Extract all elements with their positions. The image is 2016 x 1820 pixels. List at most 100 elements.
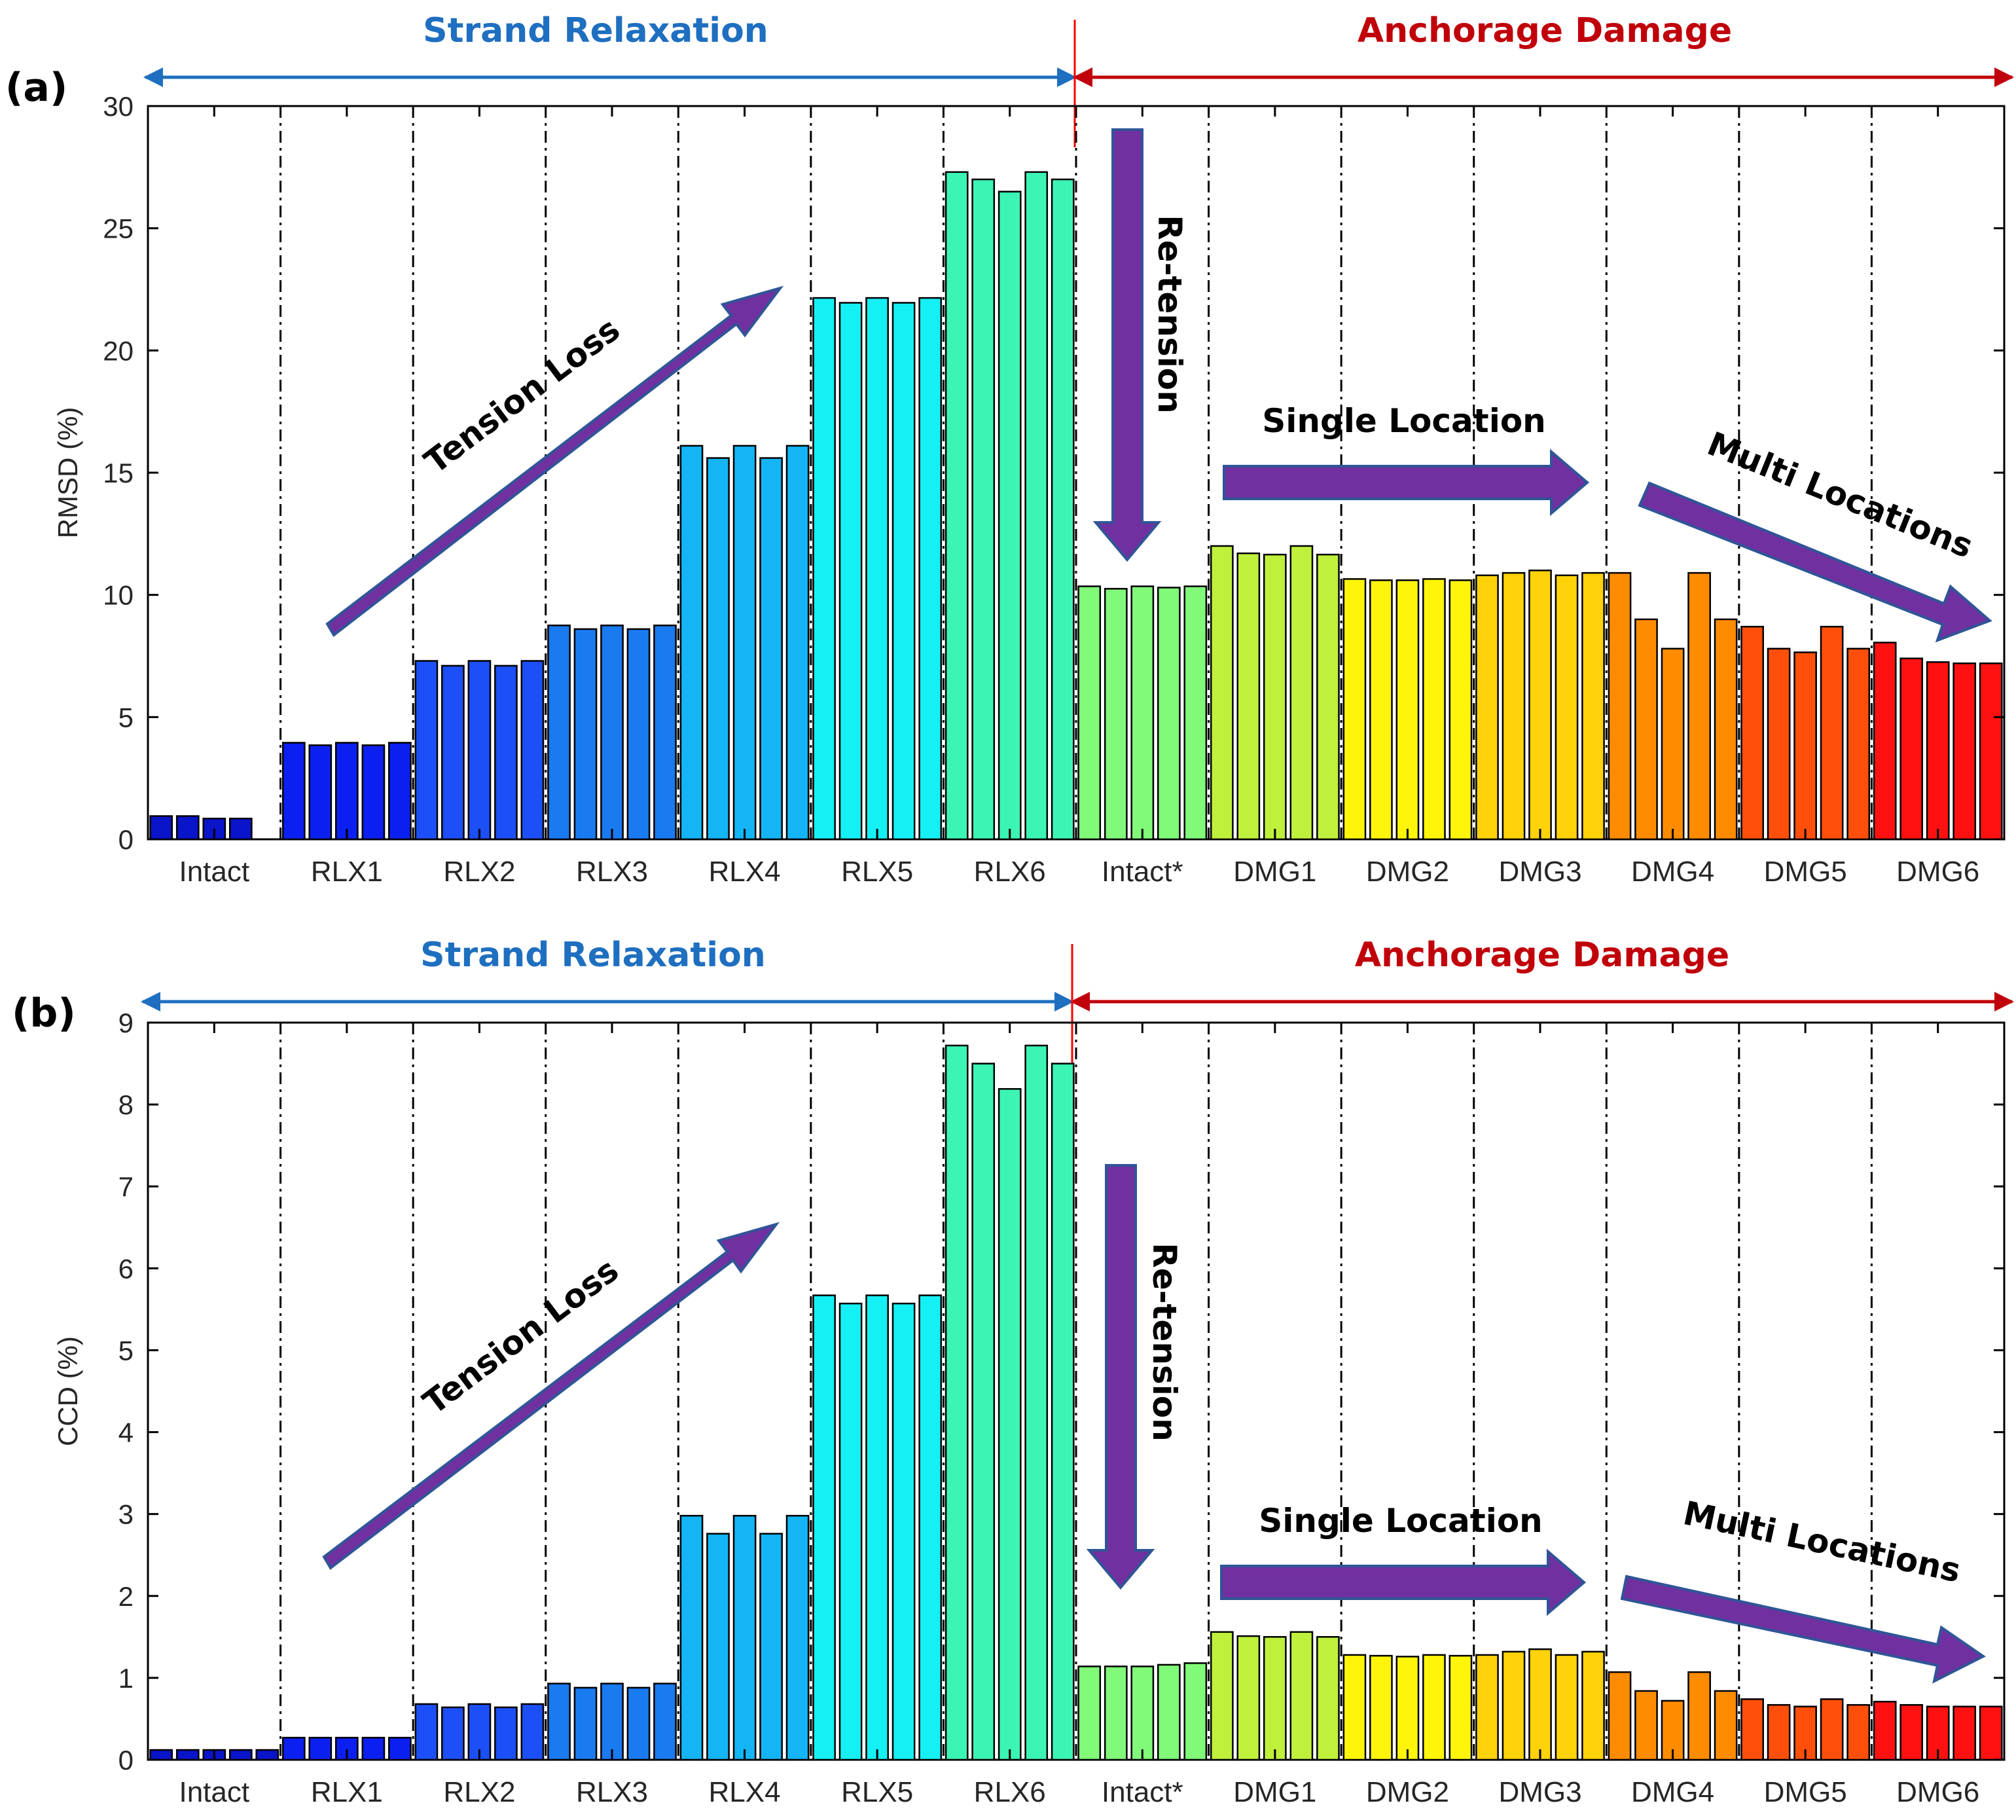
panel-a-strand-relaxation-title: Strand Relaxation — [423, 11, 768, 50]
b-x-tick-label-intactstar: Intact* — [1102, 1776, 1183, 1808]
a-bar-dmg5-5 — [1846, 647, 1871, 841]
b-x-tick-label-dmg6: DMG6 — [1896, 1776, 1979, 1808]
b-bar-dmg4-1 — [1608, 1671, 1632, 1761]
a-bar-dmg2-2 — [1369, 579, 1393, 841]
a-bar-rlx1-1 — [281, 742, 306, 841]
a-bar-dmg5-3 — [1793, 651, 1817, 841]
a-bar-dmg1-2 — [1236, 552, 1261, 841]
b-bar-dmg6-1 — [1873, 1700, 1897, 1761]
panel-a-anchorage-damage-title: Anchorage Damage — [1358, 11, 1732, 50]
panel-b-multi-locations-label: Multi Locations — [1680, 1494, 1964, 1590]
b-bar-rlx5-3 — [865, 1294, 889, 1761]
a-bar-dmg6-3 — [1926, 661, 1950, 841]
b-bar-dmg1-1 — [1210, 1631, 1234, 1761]
a-bar-rlx5-1 — [812, 297, 836, 841]
b-bar-dmg5-2 — [1767, 1703, 1791, 1761]
b-bar-rlx4-4 — [759, 1533, 783, 1761]
b-bar-rlx3-2 — [573, 1686, 598, 1761]
b-bar-rlx2-4 — [494, 1706, 518, 1761]
b-bar-rlx1-4 — [361, 1736, 386, 1761]
b-bar-rlx5-5 — [918, 1294, 943, 1761]
panel-a-tension-loss-arrow — [325, 285, 784, 637]
a-bar-dmg1-1 — [1210, 545, 1234, 841]
panel-b-multi-locations-arrow — [1620, 1574, 1986, 1684]
a-bar-rlx1-5 — [388, 742, 412, 841]
a-bar-dmg1-5 — [1316, 553, 1340, 841]
a-bar-rlx4-4 — [759, 457, 783, 841]
b-bar-rlx1-1 — [281, 1736, 306, 1761]
a-y-tick-label-15: 15 — [103, 458, 134, 488]
a-bar-intactstar-1 — [1077, 585, 1102, 841]
a-bar-dmg3-3 — [1528, 570, 1552, 841]
b-bar-dmg5-1 — [1740, 1698, 1764, 1761]
b-bar-dmg3-2 — [1502, 1650, 1526, 1761]
a-bar-dmg3-4 — [1555, 574, 1579, 841]
a-x-tick-label-intact: Intact — [179, 856, 249, 888]
b-bar-dmg1-5 — [1316, 1636, 1340, 1761]
panel-b-group-separators — [279, 1023, 1873, 1760]
b-bar-dmg4-5 — [1714, 1690, 1738, 1761]
a-bar-dmg5-4 — [1820, 625, 1844, 841]
a-bar-intactstar-3 — [1130, 585, 1155, 841]
a-bar-intactstar-4 — [1157, 587, 1181, 841]
b-y-tick-label-6: 6 — [118, 1253, 134, 1284]
b-bar-dmg6-4 — [1953, 1705, 1977, 1761]
b-bar-dmg6-5 — [1979, 1705, 2003, 1761]
panel-b-tension-loss-label: Tension Loss — [416, 1251, 626, 1422]
panel-a-group-separators — [279, 106, 1873, 839]
panel-b-re-tension-arrow — [1086, 1164, 1155, 1590]
b-bar-intactstar-4 — [1157, 1664, 1181, 1761]
a-bar-dmg5-1 — [1740, 625, 1764, 841]
a-bar-intactstar-2 — [1104, 588, 1128, 841]
panel-b-single-location-label: Single Location — [1259, 1502, 1543, 1540]
b-bar-dmg1-4 — [1289, 1631, 1314, 1761]
b-bar-dmg3-1 — [1475, 1654, 1499, 1761]
b-y-tick-label-5: 5 — [118, 1335, 134, 1366]
a-x-tick-label-dmg4: DMG4 — [1631, 856, 1714, 888]
a-bar-intactstar-5 — [1183, 585, 1208, 841]
b-bar-rlx3-5 — [653, 1683, 677, 1761]
a-bar-rlx1-3 — [334, 742, 359, 841]
b-bar-dmg2-3 — [1395, 1656, 1420, 1761]
a-bar-rlx6-3 — [998, 191, 1022, 841]
a-bar-rlx5-5 — [918, 297, 943, 841]
a-x-tick-label-intactstar: Intact* — [1102, 856, 1183, 888]
b-bar-rlx5-2 — [838, 1302, 863, 1761]
a-bar-rlx6-5 — [1051, 178, 1075, 841]
b-x-tick-label-rlx2: RLX2 — [443, 1776, 515, 1808]
a-bar-rlx3-1 — [547, 625, 571, 841]
a-bar-dmg4-5 — [1714, 618, 1738, 841]
a-bar-rlx3-4 — [626, 628, 651, 841]
b-y-tick-label-2: 2 — [118, 1581, 134, 1612]
panel-b-strand-relaxation-title: Strand Relaxation — [420, 936, 766, 975]
b-bar-intact-4 — [228, 1749, 253, 1761]
a-bar-rlx2-5 — [520, 660, 545, 841]
a-y-tick-label-20: 20 — [103, 335, 134, 366]
a-bar-dmg1-3 — [1263, 553, 1287, 841]
b-bar-rlx1-2 — [308, 1736, 333, 1761]
a-bar-rlx2-1 — [414, 660, 439, 841]
a-y-tick-label-10: 10 — [103, 580, 134, 611]
b-y-tick-label-7: 7 — [118, 1171, 134, 1202]
panel-b-y-axis-label: CCD (%) — [52, 1336, 83, 1446]
b-bar-intact-5 — [255, 1749, 279, 1761]
a-bar-dmg4-1 — [1608, 572, 1632, 841]
b-bar-rlx6-3 — [998, 1088, 1022, 1761]
b-bar-rlx6-1 — [945, 1044, 969, 1761]
b-bar-dmg2-4 — [1422, 1654, 1446, 1761]
a-x-tick-label-dmg1: DMG1 — [1233, 856, 1316, 888]
b-x-tick-label-intact: Intact — [179, 1776, 249, 1808]
panel-a-re-tension-arrow — [1092, 128, 1162, 562]
b-bar-dmg5-4 — [1820, 1698, 1844, 1761]
b-bar-intact-1 — [149, 1749, 173, 1761]
b-x-tick-label-rlx6: RLX6 — [974, 1776, 1046, 1808]
panel-a-re-tension-label: Re-tension — [1151, 215, 1189, 413]
b-bar-dmg2-2 — [1369, 1654, 1393, 1761]
panel-a-bars — [149, 171, 2003, 841]
b-x-tick-label-dmg3: DMG3 — [1498, 1776, 1581, 1808]
b-bar-rlx2-5 — [520, 1703, 545, 1761]
b-x-tick-label-rlx1: RLX1 — [311, 1776, 383, 1808]
a-x-tick-label-rlx5: RLX5 — [841, 856, 913, 888]
b-bar-dmg2-5 — [1449, 1654, 1473, 1761]
a-bar-dmg6-1 — [1873, 642, 1897, 841]
